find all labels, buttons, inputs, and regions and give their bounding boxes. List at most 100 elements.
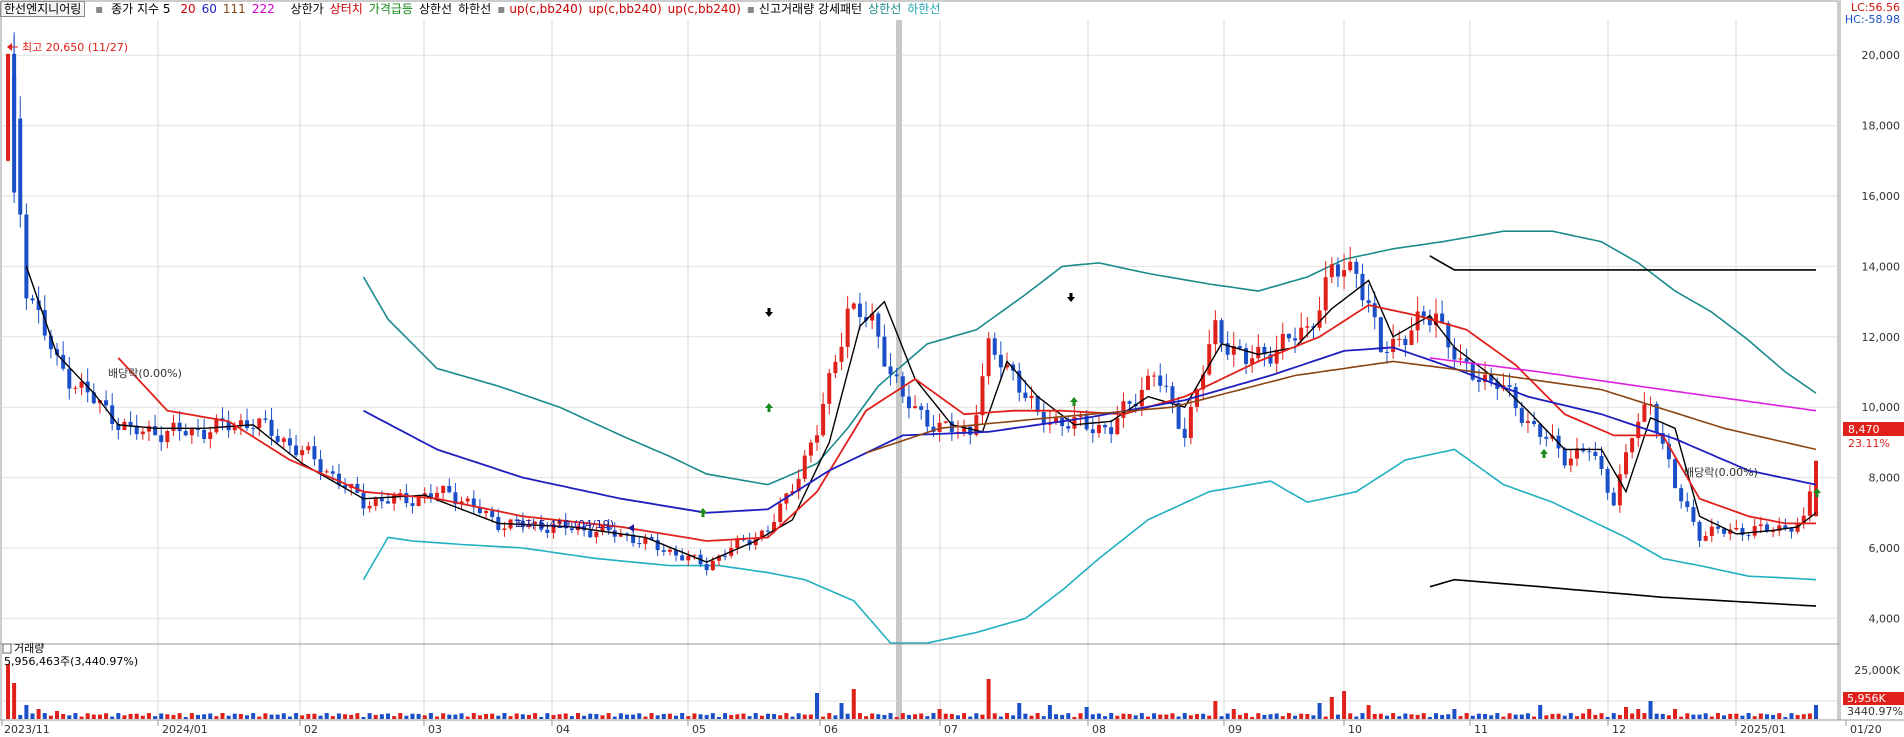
candle[interactable]	[1366, 284, 1371, 313]
candle[interactable]	[18, 96, 23, 228]
volume-bar[interactable]	[1470, 715, 1475, 719]
volume-bar[interactable]	[104, 713, 109, 719]
candle[interactable]	[122, 418, 127, 431]
volume-bar[interactable]	[55, 711, 60, 719]
candle[interactable]	[1734, 519, 1739, 531]
volume-bar[interactable]	[1066, 713, 1071, 719]
candle[interactable]	[1256, 334, 1261, 363]
candle[interactable]	[1427, 309, 1432, 333]
volume-bar[interactable]	[1231, 709, 1236, 719]
volume-bar[interactable]	[1311, 715, 1316, 719]
candle[interactable]	[263, 410, 268, 423]
candle[interactable]	[306, 441, 311, 454]
candle[interactable]	[245, 408, 250, 431]
envelope-upper-line[interactable]	[1429, 255, 1816, 271]
volume-bar[interactable]	[1023, 713, 1028, 719]
candle[interactable]	[1017, 362, 1022, 402]
candle[interactable]	[502, 521, 507, 537]
volume-bar[interactable]	[1599, 713, 1604, 719]
candle[interactable]	[1207, 329, 1212, 376]
volume-bar[interactable]	[1807, 713, 1812, 719]
volume-bar[interactable]	[1489, 715, 1494, 719]
volume-bar[interactable]	[189, 713, 194, 719]
candle[interactable]	[1060, 414, 1065, 437]
candle[interactable]	[1630, 437, 1635, 459]
volume-bar[interactable]	[1403, 713, 1408, 719]
volume-bar[interactable]	[275, 714, 280, 719]
volume-bar[interactable]	[1262, 714, 1267, 719]
volume-bar[interactable]	[1305, 713, 1310, 719]
candle[interactable]	[355, 476, 360, 494]
candle[interactable]	[1568, 449, 1573, 473]
volume-bar[interactable]	[1096, 713, 1101, 719]
volume-bar[interactable]	[422, 715, 427, 719]
candle[interactable]	[275, 428, 280, 446]
candle[interactable]	[1574, 437, 1579, 467]
volume-bar[interactable]	[465, 716, 470, 719]
candle[interactable]	[104, 390, 109, 411]
volume-bar[interactable]	[864, 716, 869, 719]
volume-bar[interactable]	[1397, 716, 1402, 719]
volume-bar[interactable]	[116, 713, 121, 719]
volume-bar[interactable]	[1440, 714, 1445, 719]
candle[interactable]	[1090, 418, 1095, 443]
volume-bar[interactable]	[1574, 716, 1579, 719]
crosshair-bar[interactable]	[896, 20, 902, 720]
candle[interactable]	[1532, 411, 1537, 427]
volume-bar[interactable]	[839, 703, 844, 719]
volume-bar[interactable]	[563, 713, 568, 719]
volume-bar[interactable]	[618, 713, 623, 719]
candle[interactable]	[441, 485, 446, 501]
volume-bar[interactable]	[1452, 709, 1457, 719]
candle[interactable]	[1752, 518, 1757, 539]
candle[interactable]	[851, 302, 856, 311]
ma-period-60[interactable]: 60	[201, 2, 217, 16]
candle[interactable]	[116, 417, 121, 440]
candle[interactable]	[48, 329, 53, 359]
candle[interactable]	[1777, 517, 1782, 537]
volume-bar[interactable]	[471, 713, 476, 719]
volume-bar[interactable]	[300, 715, 305, 719]
volume-bar[interactable]	[692, 713, 697, 719]
candle[interactable]	[471, 490, 476, 515]
volume-bar[interactable]	[851, 689, 856, 719]
candle[interactable]	[1121, 392, 1126, 428]
volume-bar[interactable]	[1354, 716, 1359, 719]
volume-bar[interactable]	[1519, 714, 1524, 719]
volume-bar[interactable]	[1060, 714, 1065, 719]
volume-bar[interactable]	[900, 713, 905, 719]
volume-bar[interactable]	[1752, 716, 1757, 719]
volume-bar[interactable]	[343, 714, 348, 719]
candle[interactable]	[281, 436, 286, 450]
volume-bar[interactable]	[1207, 715, 1212, 719]
candle[interactable]	[986, 332, 991, 385]
volume-bar[interactable]	[1814, 705, 1818, 719]
candle[interactable]	[30, 294, 35, 304]
candle[interactable]	[146, 420, 151, 442]
candle[interactable]	[1342, 253, 1347, 290]
volume-bar[interactable]	[735, 714, 740, 719]
candle[interactable]	[1219, 318, 1224, 353]
ma-period-222[interactable]: 222	[251, 2, 275, 16]
candle[interactable]	[551, 520, 556, 539]
candle[interactable]	[729, 540, 734, 559]
candle[interactable]	[1164, 373, 1169, 393]
candle[interactable]	[925, 403, 930, 433]
volume-bar[interactable]	[1611, 713, 1616, 719]
volume-bar[interactable]	[159, 713, 164, 719]
legend-item[interactable]: up(c,bb240)	[667, 2, 741, 16]
candle[interactable]	[134, 414, 139, 440]
volume-bar[interactable]	[459, 713, 464, 719]
volume-bar[interactable]	[808, 714, 813, 719]
volume-bar[interactable]	[428, 713, 433, 719]
volume-bar[interactable]	[1427, 716, 1432, 719]
candle[interactable]	[1170, 382, 1175, 414]
volume-bar[interactable]	[612, 716, 617, 719]
candle[interactable]	[189, 427, 194, 445]
candle[interactable]	[563, 513, 568, 536]
candle[interactable]	[1109, 419, 1114, 443]
volume-bar[interactable]	[1734, 713, 1739, 719]
candle[interactable]	[1605, 466, 1610, 500]
legend-item[interactable]: up(c,bb240)	[588, 2, 662, 16]
volume-bar[interactable]	[710, 713, 715, 719]
